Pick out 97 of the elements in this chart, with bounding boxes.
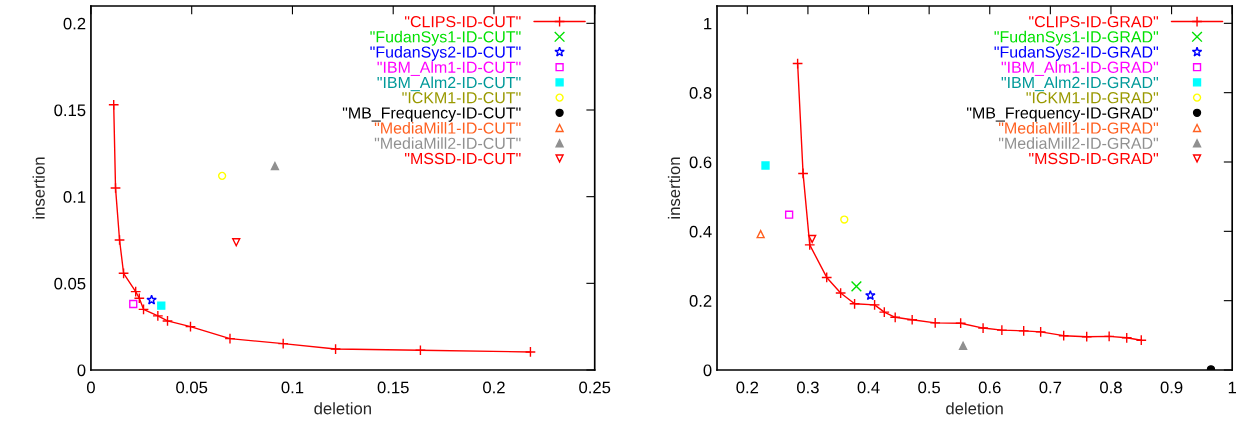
x-tick-label: 0.5 [918,381,941,394]
point [1018,325,1030,337]
point [137,303,150,315]
y-tick-label: 0.8 [689,87,712,99]
x-tick-label: 0.4 [857,381,880,394]
point [878,306,890,318]
point [270,161,280,171]
point [184,321,197,333]
legend-label: "MediaMill1-ID-CUT" [374,122,521,134]
legend-label: "IBM_Alm1-ID-GRAD" [1001,61,1159,76]
x-tick-label: 0.2 [483,381,505,394]
x-tick-label: 0.9 [1160,381,1183,394]
legend-label: "MediaMill2-ID-GRAD" [998,137,1159,149]
y-tick-label: 0.1 [63,191,86,203]
point [804,239,816,251]
point [129,299,138,309]
y-tick-label: 0 [703,364,712,377]
point [1035,326,1047,338]
x-tick-label: 0.3 [796,381,819,394]
y-tick-label: 0 [77,364,86,377]
legend-label: "MB_Frequency-ID-GRAD" [967,107,1159,122]
point [152,310,164,322]
point [217,171,227,181]
x-tick-label: 0.1 [281,381,304,394]
point [807,234,817,244]
legend-label: "MB_Frequency-ID-CUT" [342,107,521,122]
point [977,322,989,334]
point [146,294,157,305]
y-axis-title: insertion [32,157,45,219]
point [821,271,833,283]
point [996,324,1008,336]
point [850,280,862,293]
point [840,215,849,224]
x-tick-label: 0.2 [736,381,759,394]
legend-label: "MSSD-ID-CUT" [405,152,521,165]
point [157,301,166,310]
point [130,286,142,298]
x-tick-label: 0.15 [377,381,409,394]
point [835,287,847,299]
y-tick-label: 0.2 [63,17,86,30]
point [797,167,809,179]
legend-label: "FudanSys1-ID-CUT" [370,30,521,46]
point [161,315,174,327]
y-tick-label: 0.2 [689,295,712,307]
y-tick-label: 0.6 [689,156,712,169]
legend-label: "IBM_Alm2-ID-GRAD" [1001,76,1159,92]
legend-label: "ICKM1-ID-CUT" [402,92,521,104]
point [929,317,941,329]
legend-label: "MediaMill1-ID-GRAD" [998,122,1159,134]
point [109,182,122,194]
point [118,267,130,279]
x-axis-title: deletion [314,402,371,415]
y-tick-label: 1 [704,17,712,30]
legend-label: "ICKM1-ID-GRAD" [1026,92,1159,104]
y-tick-label: 0.05 [54,277,86,290]
x-tick-label: 0.8 [1100,381,1122,394]
point [889,311,901,323]
point [1058,330,1070,342]
x-tick-label: 0.05 [176,381,208,394]
x-tick-label: 0.7 [1039,381,1062,394]
point [414,344,426,356]
legend-label: "FudanSys2-ID-CUT" [370,45,521,61]
point [784,210,794,219]
legend-label: "CLIPS-ID-CUT" [404,16,521,28]
point [792,57,804,70]
legend-label: "IBM_Alm2-ID-CUT" [377,76,521,92]
point [1135,334,1147,346]
y-axis-title: insertion [667,157,681,219]
point [761,161,770,170]
point [849,298,861,310]
point [114,234,126,246]
point [232,238,241,247]
legend-label: "FudanSys2-ID-GRAD" [994,45,1159,61]
y-tick-label: 0.4 [689,225,712,238]
legend-label: "MSSD-ID-GRAD" [1029,152,1159,165]
x-tick-label: 0.25 [579,381,611,394]
x-tick-label: 1 [1228,381,1237,394]
point [958,341,968,350]
x-tick-label: 0.6 [978,381,1001,394]
y-tick-label: 0.15 [54,104,86,117]
point [524,346,536,358]
legend-label: "MediaMill2-ID-CUT" [374,137,521,149]
point [865,289,876,301]
point [955,317,967,329]
point [869,299,881,311]
point [330,343,342,355]
legend-label: "IBM_Alm1-ID-CUT" [377,61,521,76]
legend-label: "CLIPS-ID-GRAD" [1029,16,1159,28]
point [277,338,289,350]
point [906,314,918,326]
point [224,333,236,345]
point [133,292,145,304]
point [756,229,765,239]
x-tick-label: 0 [86,381,95,394]
x-axis-title: deletion [946,402,1003,415]
point [108,99,120,111]
legend-label: "FudanSys1-ID-GRAD" [994,30,1159,46]
